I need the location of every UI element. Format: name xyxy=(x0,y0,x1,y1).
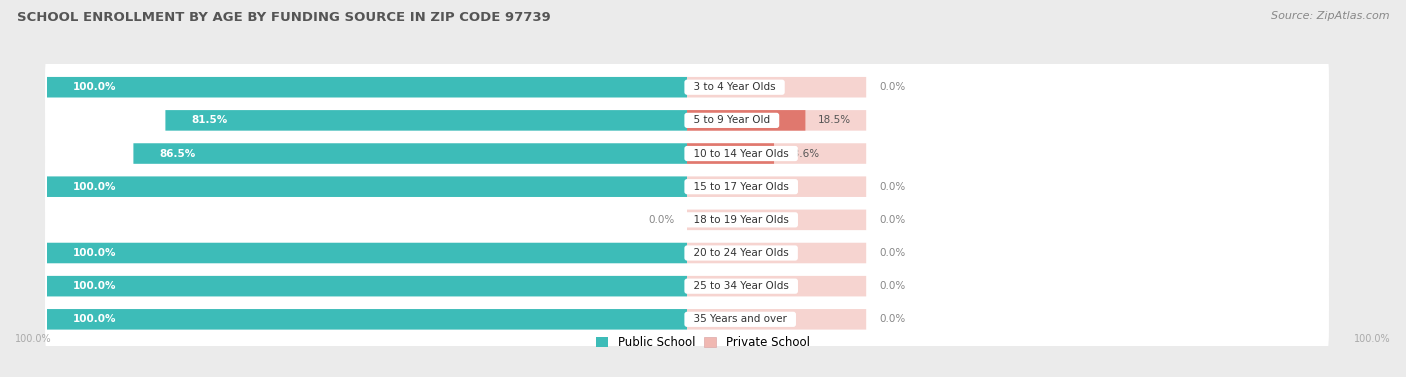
FancyBboxPatch shape xyxy=(46,276,688,296)
Text: Source: ZipAtlas.com: Source: ZipAtlas.com xyxy=(1271,11,1389,21)
FancyBboxPatch shape xyxy=(46,77,688,98)
FancyBboxPatch shape xyxy=(688,243,866,263)
FancyBboxPatch shape xyxy=(45,115,1329,192)
FancyBboxPatch shape xyxy=(45,280,1329,358)
Text: 35 Years and over: 35 Years and over xyxy=(688,314,793,324)
Text: 0.0%: 0.0% xyxy=(879,281,905,291)
Text: 100.0%: 100.0% xyxy=(1354,334,1391,344)
FancyBboxPatch shape xyxy=(688,309,866,329)
Text: 20 to 24 Year Olds: 20 to 24 Year Olds xyxy=(688,248,796,258)
Text: 18.5%: 18.5% xyxy=(818,115,851,126)
FancyBboxPatch shape xyxy=(688,143,866,164)
FancyBboxPatch shape xyxy=(45,81,1329,159)
Legend: Public School, Private School: Public School, Private School xyxy=(592,332,814,354)
FancyBboxPatch shape xyxy=(688,77,866,98)
Text: 0.0%: 0.0% xyxy=(648,215,675,225)
FancyBboxPatch shape xyxy=(46,176,688,197)
FancyBboxPatch shape xyxy=(688,110,866,131)
FancyBboxPatch shape xyxy=(688,143,775,164)
Text: 10 to 14 Year Olds: 10 to 14 Year Olds xyxy=(688,149,796,159)
FancyBboxPatch shape xyxy=(688,210,866,230)
Text: 3 to 4 Year Olds: 3 to 4 Year Olds xyxy=(688,82,782,92)
FancyBboxPatch shape xyxy=(688,110,806,131)
Text: 0.0%: 0.0% xyxy=(879,248,905,258)
FancyBboxPatch shape xyxy=(45,247,1329,325)
FancyBboxPatch shape xyxy=(46,243,688,263)
FancyBboxPatch shape xyxy=(688,176,866,197)
Text: 86.5%: 86.5% xyxy=(159,149,195,159)
Text: 0.0%: 0.0% xyxy=(879,82,905,92)
FancyBboxPatch shape xyxy=(45,148,1329,225)
Text: 0.0%: 0.0% xyxy=(879,182,905,192)
Text: SCHOOL ENROLLMENT BY AGE BY FUNDING SOURCE IN ZIP CODE 97739: SCHOOL ENROLLMENT BY AGE BY FUNDING SOUR… xyxy=(17,11,551,24)
FancyBboxPatch shape xyxy=(45,48,1329,126)
Text: 5 to 9 Year Old: 5 to 9 Year Old xyxy=(688,115,776,126)
Text: 25 to 34 Year Olds: 25 to 34 Year Olds xyxy=(688,281,796,291)
Text: 100.0%: 100.0% xyxy=(15,334,52,344)
FancyBboxPatch shape xyxy=(166,110,688,131)
FancyBboxPatch shape xyxy=(46,309,688,329)
FancyBboxPatch shape xyxy=(45,181,1329,259)
Text: 15 to 17 Year Olds: 15 to 17 Year Olds xyxy=(688,182,796,192)
FancyBboxPatch shape xyxy=(134,143,688,164)
FancyBboxPatch shape xyxy=(688,276,866,296)
Text: 18 to 19 Year Olds: 18 to 19 Year Olds xyxy=(688,215,796,225)
Text: 100.0%: 100.0% xyxy=(73,314,117,324)
FancyBboxPatch shape xyxy=(45,214,1329,292)
Text: 0.0%: 0.0% xyxy=(879,314,905,324)
Text: 100.0%: 100.0% xyxy=(73,82,117,92)
Text: 100.0%: 100.0% xyxy=(73,182,117,192)
Text: 0.0%: 0.0% xyxy=(879,215,905,225)
Text: 100.0%: 100.0% xyxy=(73,281,117,291)
Text: 13.6%: 13.6% xyxy=(787,149,820,159)
Text: 100.0%: 100.0% xyxy=(73,248,117,258)
Text: 81.5%: 81.5% xyxy=(191,115,228,126)
